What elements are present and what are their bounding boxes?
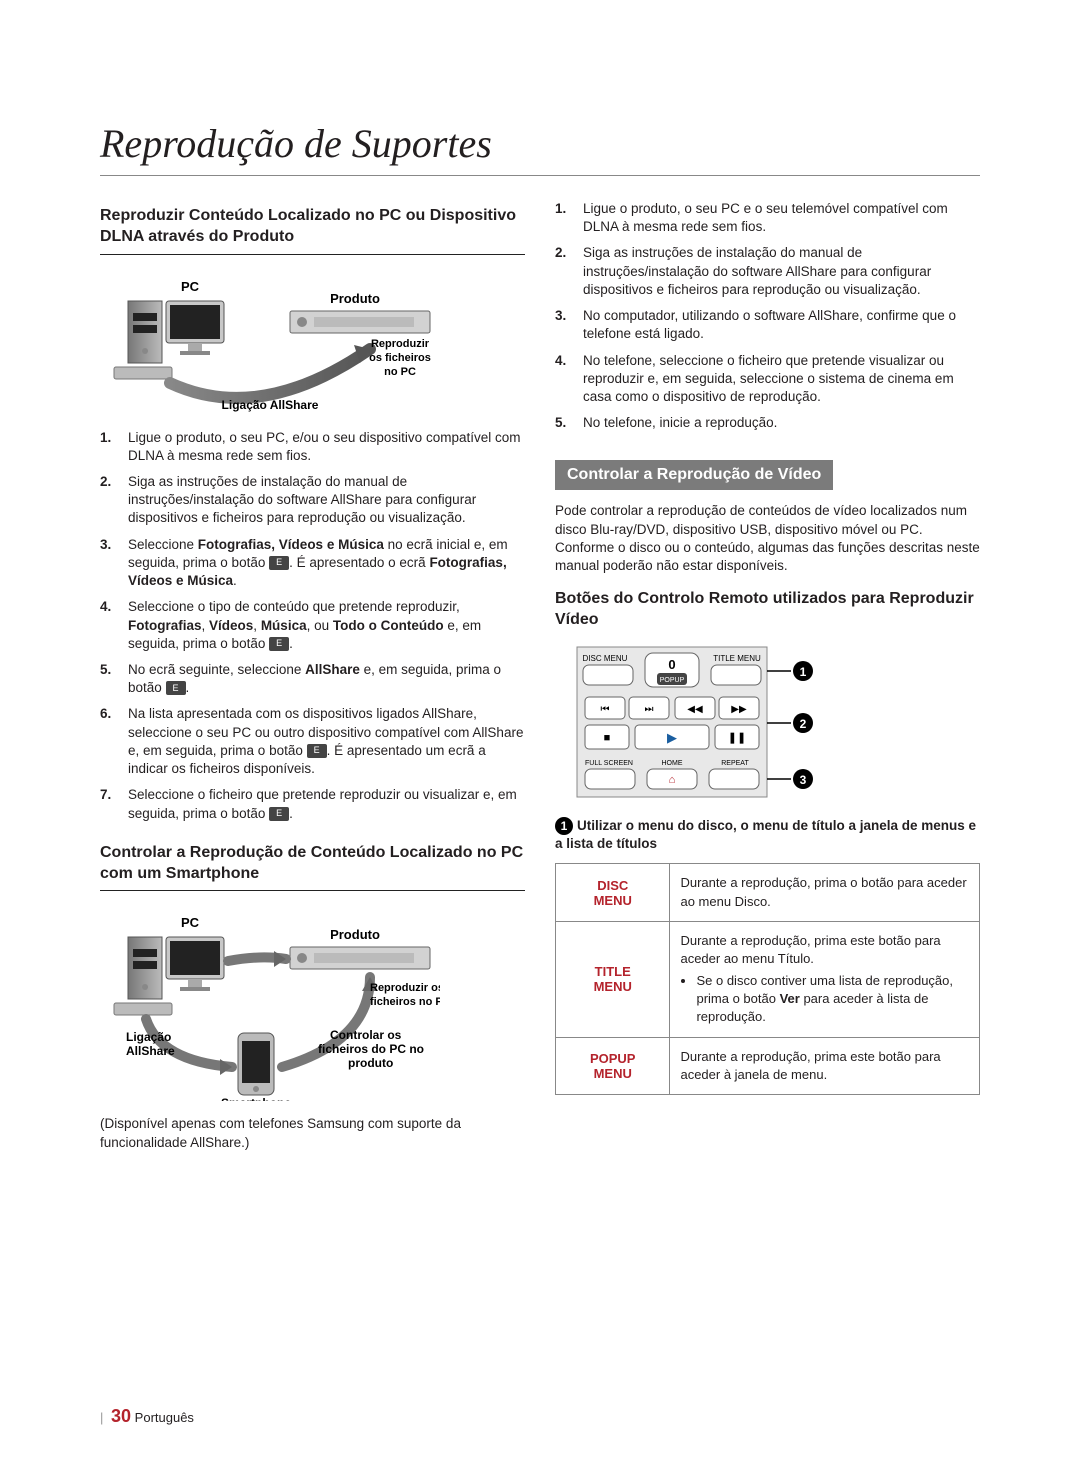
d1-product-label: Produto [330,291,380,306]
callout-num-1-icon: 1 [555,817,573,835]
r-ff-icon: ▶▶ [731,704,747,715]
left-heading-2: Controlar a Reprodução de Conteúdo Local… [100,843,525,892]
enter-icon: E [269,807,289,821]
r-zero: 0 [668,657,675,672]
list-item: 5.No telefone, inicie a reprodução. [555,414,980,432]
menu-table: DISCMENUDurante a reprodução, prima o bo… [555,863,980,1095]
table-value: Durante a reprodução, prima este botão p… [670,921,980,1037]
svg-text:1: 1 [800,665,807,679]
left-column: Reproduzir Conteúdo Localizado no PC ou … [100,200,525,1152]
list-item: 2.Siga as instruções de instalação do ma… [555,244,980,299]
left-note-1: (Disponível apenas com telefones Samsung… [100,1115,525,1151]
table-row: POPUPMENUDurante a reprodução, prima est… [556,1037,980,1094]
d1-pc-label: PC [181,279,200,294]
table-key: DISCMENU [556,864,670,921]
r-disc-menu: DISC MENU [583,654,628,663]
d2-smartphone-label: Smartphone [221,1096,291,1101]
enter-icon: E [307,744,327,758]
list-item: 5.No ecrã seguinte, seleccione AllShare … [100,661,525,697]
d2-allshare-l1: Ligação [126,1030,171,1044]
list-item: 6.Na lista apresentada com os dispositiv… [100,705,525,778]
highlight-heading: Controlar a Reprodução de Vídeo [555,460,833,490]
list-item: 4.No telefone, seleccione o ficheiro que… [555,352,980,407]
right-subheading: Botões do Controlo Remoto utilizados par… [555,589,980,631]
r-home-icon: ⌂ [669,774,676,786]
r-stop-icon: ■ [604,732,611,744]
enter-icon: E [166,681,186,695]
left-heading-1: Reproduzir Conteúdo Localizado no PC ou … [100,206,525,255]
r-prev-icon: ⏮ [601,704,610,715]
d2-control-l2: ficheiros do PC no [318,1042,424,1056]
r-repeat: REPEAT [721,760,749,767]
d2-control-l1: Controlar os [330,1028,402,1042]
r-play-icon: ▶ [667,730,677,745]
list-item: 1.Ligue o produto, o seu PC, e/ou o seu … [100,429,525,465]
diagram-allshare-1: PC Produto [100,275,525,415]
r-next-icon: ⏭ [645,704,654,715]
callout-1-text: Utilizar o menu do disco, o menu de títu… [555,818,976,851]
footer-bar: | [100,1410,103,1425]
list-item: 7.Seleccione o ficheiro que pretende rep… [100,786,525,822]
right-intro: Pode controlar a reprodução de conteúdos… [555,502,980,575]
list-item: 4.Seleccione o tipo de conteúdo que pret… [100,598,525,653]
remote-diagram: DISC MENU TITLE MENU 0 POPUP ⏮ ⏭ ◀◀ ▶▶ [569,643,799,803]
r-home: HOME [662,760,683,767]
d1-play-l2: os ficheiros [369,352,431,364]
right-column: 1.Ligue o produto, o seu PC e o seu tele… [555,200,980,1152]
right-steps-2: 1.Ligue o produto, o seu PC e o seu tele… [555,200,980,432]
r-title-menu: TITLE MENU [713,654,761,663]
table-row: TITLEMENUDurante a reprodução, prima est… [556,921,980,1037]
list-item: 3.No computador, utilizando o software A… [555,307,980,343]
svg-text:2: 2 [800,717,807,731]
enter-icon: E [269,556,289,570]
list-item: 1.Ligue o produto, o seu PC e o seu tele… [555,200,980,236]
d1-allshare-label: Ligação AllShare [222,398,319,412]
diagram-allshare-2: PC Produto [100,911,525,1101]
page-footer: | 30 Português [100,1406,194,1427]
r-rew-icon: ◀◀ [687,704,703,715]
page-title: Reprodução de Suportes [100,120,980,176]
r-popup: POPUP [660,677,685,684]
table-key: TITLEMENU [556,921,670,1037]
d2-control-l3: produto [348,1056,393,1070]
table-row: DISCMENUDurante a reprodução, prima o bo… [556,864,980,921]
left-steps-1: 1.Ligue o produto, o seu PC, e/ou o seu … [100,429,525,823]
list-item: 3.Seleccione Fotografias, Vídeos e Músic… [100,536,525,591]
r-pause-icon: ❚❚ [728,732,746,744]
d2-pc-label: PC [181,915,200,930]
two-column-layout: Reproduzir Conteúdo Localizado no PC ou … [100,200,980,1152]
d1-play-l3: no PC [384,366,416,378]
enter-icon: E [269,637,289,651]
list-item: 2.Siga as instruções de instalação do ma… [100,473,525,528]
table-key: POPUPMENU [556,1037,670,1094]
d2-product-label: Produto [330,927,380,942]
footer-page-num: 30 [111,1406,131,1426]
d2-play-l2: ficheiros no PC [370,996,440,1008]
d1-play-l1: Reproduzir [371,338,430,350]
table-value: Durante a reprodução, prima o botão para… [670,864,980,921]
table-value: Durante a reprodução, prima este botão p… [670,1037,980,1094]
r-full-screen: FULL SCREEN [585,760,633,767]
d2-allshare-l2: AllShare [126,1044,175,1058]
d2-play-l1: Reproduzir os [370,982,440,994]
svg-text:3: 3 [800,773,807,787]
callout-1: 1Utilizar o menu do disco, o menu de tít… [555,817,980,853]
footer-lang: Português [135,1410,194,1425]
